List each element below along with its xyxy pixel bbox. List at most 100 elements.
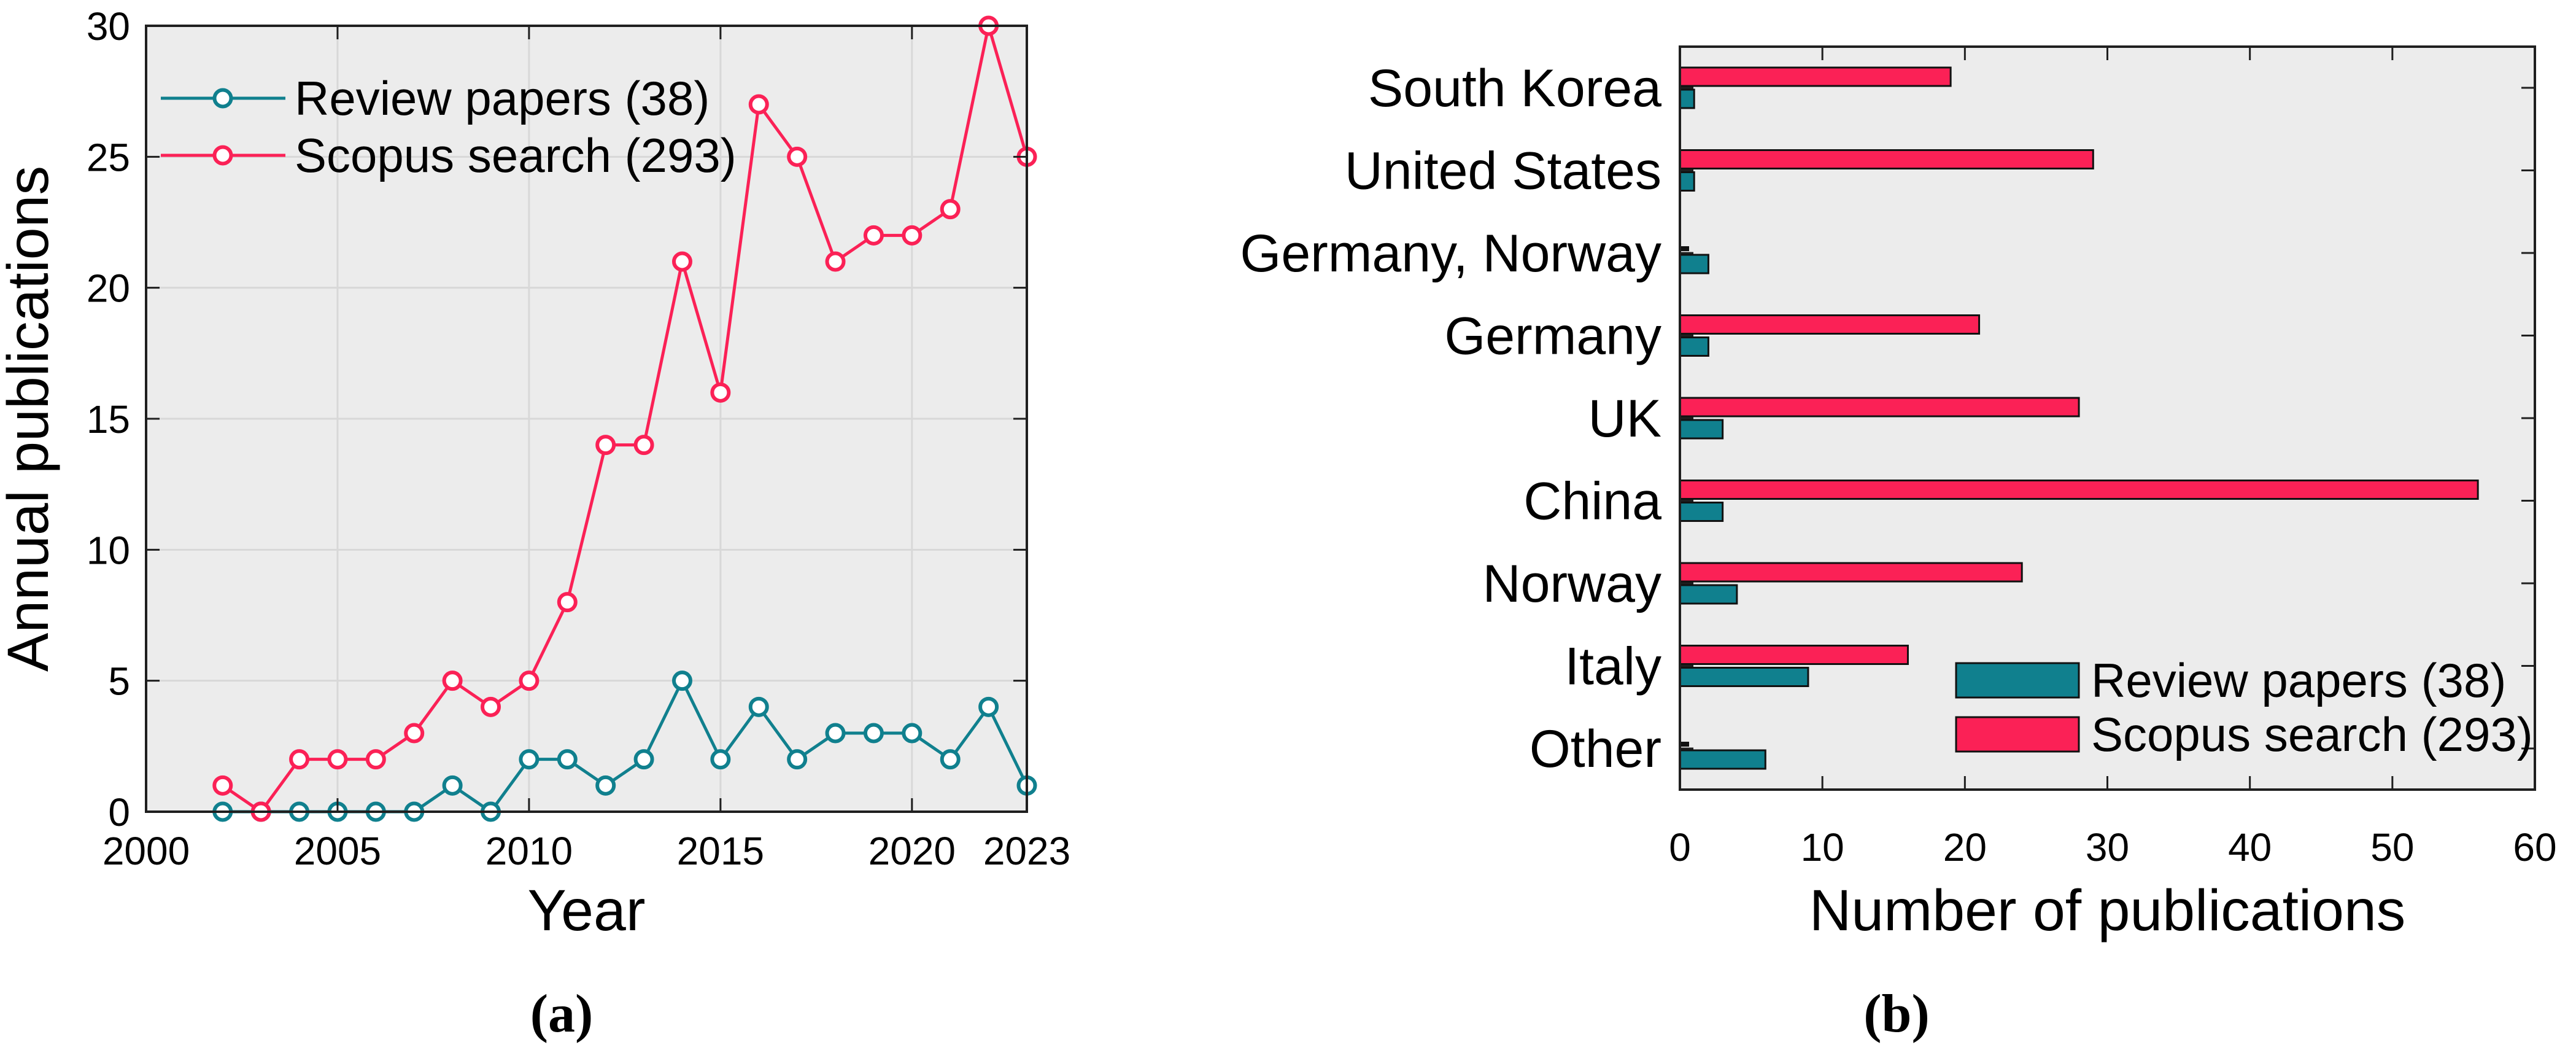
legend-item: Scopus search (293) [161, 128, 737, 182]
chart-publications-by-country: South Korea United States Germany, Norway G… [1240, 45, 2557, 1044]
x-axis-label-b: Number of publications [1809, 878, 2406, 943]
tick-marks-a [145, 25, 1028, 813]
legend-b: Review papers (38)Scopus search (293) [1955, 653, 2533, 761]
plot-area-b [1680, 47, 2535, 790]
category-label: Germany [1444, 307, 1661, 366]
data-point-marker [902, 723, 922, 744]
y-tick-label: 20 [87, 266, 130, 311]
x-tick-label: 2023 [983, 829, 1070, 873]
category-labels-b: South Korea United States Germany, Norway G… [1240, 59, 1661, 779]
data-point-marker [442, 670, 463, 691]
legend-item: Scopus search (293) [1955, 707, 2533, 761]
x-tick-label: 40 [2228, 825, 2272, 869]
caption-b: (b) [1863, 984, 1930, 1044]
data-point-marker [595, 435, 616, 456]
y-axis-label-a: Annual publications [0, 166, 61, 672]
bar [1679, 502, 1724, 522]
data-point-marker [212, 775, 233, 796]
y-tick-labels-a: 0 5 10 15 20 25 30 [87, 4, 130, 834]
category-label: United States [1345, 142, 1661, 201]
bar [1679, 314, 1981, 335]
data-point-marker [940, 749, 961, 770]
data-point-marker [327, 749, 348, 770]
bar [1679, 149, 2094, 169]
bar [1679, 480, 2479, 500]
data-point-marker [787, 749, 808, 770]
bar [1679, 749, 1766, 770]
bar [1679, 88, 1695, 109]
legend-label: Review papers (38) [295, 71, 710, 125]
bar [1679, 562, 2023, 583]
data-point-marker [710, 382, 731, 403]
data-point-marker [633, 435, 654, 456]
category-label: Other [1530, 720, 1661, 779]
series-line [222, 24, 1029, 814]
data-point-marker [863, 225, 884, 246]
data-point-marker [671, 251, 692, 272]
x-tick-label: 10 [1801, 825, 1844, 869]
data-point-marker [633, 749, 654, 770]
bar [1679, 584, 1738, 605]
bar-row [1679, 314, 1981, 357]
legend-item: Review papers (38) [161, 71, 710, 125]
zero-bar-stub [1680, 246, 1689, 251]
data-point-marker [940, 199, 961, 220]
data-point-marker [365, 749, 386, 770]
y-tick-label: 5 [108, 659, 130, 704]
data-point-marker [748, 94, 769, 115]
x-tick-label: 0 [1669, 825, 1691, 869]
category-label: UK [1588, 389, 1661, 448]
data-point-marker [671, 670, 692, 691]
data-point-marker [595, 775, 616, 796]
zero-bar-stub [1680, 742, 1689, 747]
bar [1679, 419, 1724, 440]
legend-label: Scopus search (293) [295, 128, 737, 182]
legend-marker [212, 88, 233, 109]
legend-swatch [1955, 662, 2080, 699]
plot-border-b [1679, 45, 2536, 791]
data-point-marker [557, 749, 578, 770]
bar [1679, 66, 1952, 87]
bar-row [1679, 66, 1952, 109]
x-tick-label: 20 [1943, 825, 1987, 869]
bar [1679, 254, 1709, 274]
data-point-marker [404, 723, 425, 744]
x-tick-labels-b: 0 10 20 30 40 50 60 [1669, 825, 2556, 869]
bar-row [1679, 562, 2023, 605]
data-point-marker [289, 749, 310, 770]
y-tick-label: 0 [108, 790, 130, 834]
data-point-marker [748, 696, 769, 717]
bar-row [1679, 246, 1709, 274]
x-axis-label-a: Year [528, 878, 646, 943]
caption-a: (a) [530, 984, 594, 1044]
x-tick-label: 2005 [294, 829, 381, 873]
data-point-marker [825, 251, 846, 272]
legend-label: Review papers (38) [2091, 653, 2506, 707]
bar [1679, 645, 1909, 665]
data-point-marker [825, 723, 846, 744]
data-point-marker [863, 723, 884, 744]
category-label: Germany, Norway [1240, 224, 1661, 283]
x-tick-label: 2000 [102, 829, 190, 873]
category-label: China [1523, 472, 1661, 531]
chart-annual-publications: 2000 2005 2010 2015 2020 2023 0 5 10 15 20 25 30 An… [0, 4, 1070, 1044]
y-tick-label: 15 [87, 397, 130, 441]
x-tick-label: 50 [2370, 825, 2414, 869]
y-tick-label: 25 [87, 135, 130, 179]
category-label: Italy [1565, 637, 1661, 696]
bar-row [1679, 149, 2094, 192]
y-tick-label: 30 [87, 4, 130, 49]
bar [1679, 171, 1695, 192]
bar [1679, 336, 1709, 357]
x-tick-label: 2015 [677, 829, 764, 873]
bar [1679, 667, 1809, 687]
legend-marker [212, 145, 233, 166]
legend-a: Review papers (38)Scopus search (293) [161, 71, 737, 182]
bar [1679, 397, 2080, 418]
data-point-marker [442, 775, 463, 796]
data-point-marker [902, 225, 922, 246]
data-point-marker [978, 696, 999, 717]
data-point-marker [519, 749, 540, 770]
